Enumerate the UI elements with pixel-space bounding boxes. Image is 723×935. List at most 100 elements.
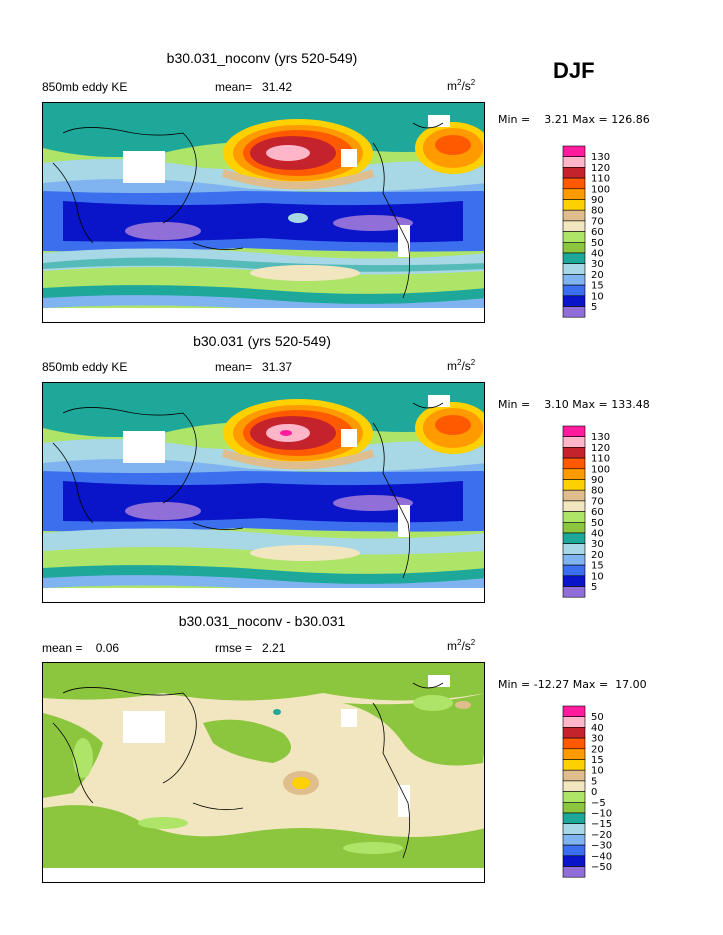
colorbar-tick-label: 40 [591, 723, 604, 734]
season-label: DJF [553, 58, 595, 83]
colorbar-tick-label: 10 [591, 291, 604, 302]
colorbar-swatch [562, 511, 586, 523]
colorbar-tick-label: 30 [591, 734, 604, 745]
panel2-mean: mean= 31.37 [215, 360, 292, 374]
colorbar-tick-label: 90 [591, 195, 604, 206]
colorbar-tick-label: 20 [591, 270, 604, 281]
colorbar-tick-label: 60 [591, 507, 604, 518]
panel2-map [42, 382, 485, 603]
panel3-mean-value: 0.06 [95, 641, 120, 655]
colorbar-swatch [562, 220, 586, 232]
colorbar-tick-label: 100 [591, 184, 610, 195]
colorbar-swatch [562, 295, 586, 307]
colorbar-swatch [562, 564, 586, 577]
colorbar-swatch [562, 866, 586, 878]
colorbar-tick-label: 0 [591, 787, 597, 798]
colorbar-swatch [562, 575, 586, 587]
panel1-map-svg [43, 103, 484, 322]
colorbar-tick-label: 50 [591, 238, 604, 249]
colorbar-tick-label: 110 [591, 454, 610, 465]
colorbar-tick-label: 90 [591, 475, 604, 486]
panel3-mean-label: mean = [42, 641, 83, 655]
panel3-minmax: Min = -12.27 Max = 17.00 [498, 678, 647, 691]
colorbar-swatch [562, 306, 586, 318]
panel1-variable-label: 850mb eddy KE [42, 80, 128, 94]
colorbar-swatch [562, 167, 586, 179]
colorbar-swatch [562, 823, 586, 835]
colorbar-tick-label: 130 [591, 152, 610, 163]
colorbar-tick-label: 120 [591, 443, 610, 454]
panel3-rmse-label: rmse = [215, 641, 253, 655]
panel1-minmax: Min = 3.21 Max = 126.86 [498, 113, 650, 126]
colorbar-swatch [562, 284, 586, 297]
colorbar-tick-label: −10 [591, 809, 612, 820]
panel1-units: m2/s2 [447, 78, 476, 93]
colorbar-swatch [562, 844, 586, 857]
colorbar-swatch [562, 242, 586, 254]
colorbar-tick-label: 10 [591, 571, 604, 582]
colorbar-tick-label: 5 [591, 302, 597, 313]
colorbar-swatch [562, 468, 586, 480]
colorbar-tick-label: 15 [591, 561, 604, 572]
panel2-variable-label: 850mb eddy KE [42, 360, 128, 374]
colorbar-swatch [562, 834, 586, 846]
panel3-title: b30.031_noconv - b30.031 [178, 613, 346, 629]
panel2-units: m2/s2 [447, 358, 476, 373]
colorbar-swatch [562, 436, 586, 448]
colorbar-tick-label: −5 [591, 798, 606, 809]
colorbar-tick-label: −50 [591, 862, 612, 873]
colorbar-tick-label: 70 [591, 216, 604, 227]
colorbar-swatch [562, 802, 586, 814]
colorbar-swatch [562, 425, 586, 437]
colorbar-swatch [562, 522, 586, 534]
panel1-mean: mean= 31.42 [215, 80, 292, 94]
colorbar-tick-label: 80 [591, 486, 604, 497]
panel3-map [42, 662, 485, 883]
colorbar-swatch [562, 532, 586, 544]
colorbar-swatch [562, 274, 586, 286]
colorbar-swatch [562, 780, 586, 792]
colorbar-swatch [562, 188, 586, 200]
colorbar-tick-label: 5 [591, 582, 597, 593]
colorbar-swatch [562, 209, 586, 222]
colorbar-swatch [562, 145, 586, 157]
colorbar-swatch [562, 479, 586, 491]
panel3-units: m2/s2 [447, 638, 476, 653]
colorbar-swatch [562, 543, 586, 555]
colorbar-swatch [562, 252, 586, 264]
colorbar-tick-label: −20 [591, 830, 612, 841]
panel1-title: b30.031_noconv (yrs 520-549) [166, 50, 358, 66]
colorbar-swatch [562, 231, 586, 243]
colorbar-swatch [562, 500, 586, 512]
colorbar-swatch [562, 586, 586, 598]
colorbar-tick-label: 15 [591, 755, 604, 766]
colorbar-swatch [562, 457, 586, 470]
panel2-minmax: Min = 3.10 Max = 133.48 [498, 398, 650, 411]
colorbar-tick-label: 70 [591, 496, 604, 507]
panel3-mean: mean = 0.06 [42, 641, 119, 655]
colorbar-tick-label: 10 [591, 766, 604, 777]
colorbar-swatch [562, 177, 586, 190]
colorbar-tick-label: 40 [591, 529, 604, 540]
colorbar-tick-label: 20 [591, 744, 604, 755]
panel1-map [42, 102, 485, 323]
panel1-mean-label: mean= [215, 80, 253, 94]
colorbar-swatch [562, 489, 586, 502]
colorbar-swatch [562, 705, 586, 717]
colorbar-swatch [562, 554, 586, 566]
panel2-title: b30.031 (yrs 520-549) [193, 333, 331, 349]
colorbar-swatch [562, 199, 586, 211]
colorbar-swatch [562, 748, 586, 760]
colorbar-tick-label: 5 [591, 776, 597, 787]
colorbar-swatch [562, 727, 586, 739]
colorbar-swatch [562, 791, 586, 803]
colorbar-tick-label: −15 [591, 819, 612, 830]
panel3-map-svg [43, 663, 484, 882]
colorbar-tick-label: 40 [591, 249, 604, 260]
colorbar-swatch [562, 716, 586, 728]
colorbar-tick-label: 80 [591, 206, 604, 217]
colorbar-tick-label: 50 [591, 712, 604, 723]
